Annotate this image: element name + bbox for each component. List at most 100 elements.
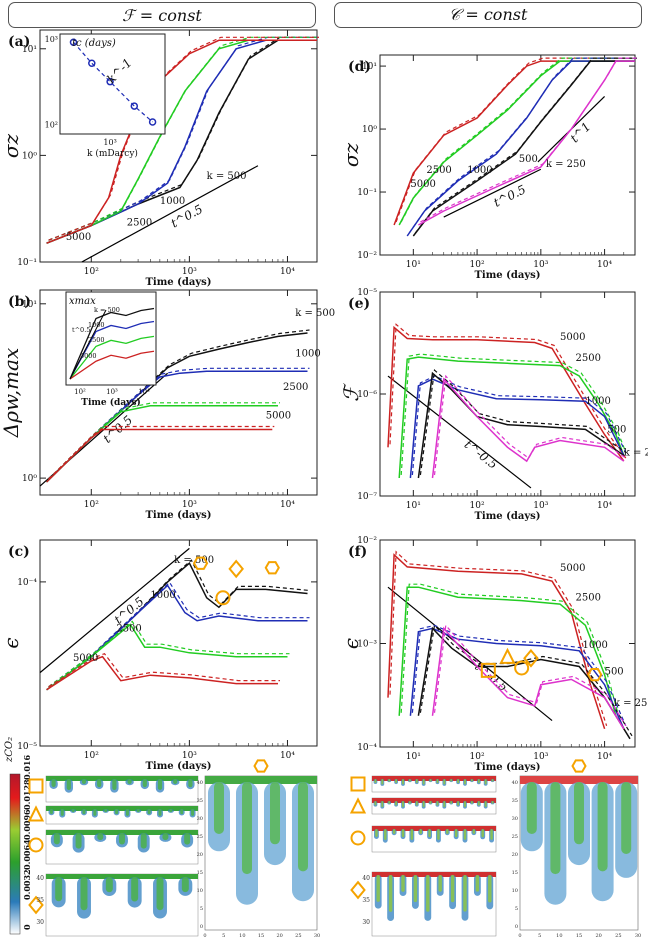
- curve-label-f-4: k = 250: [614, 698, 648, 709]
- snap-left-2-core-6: [115, 809, 119, 815]
- x-tick-label-f-2: 10³: [533, 752, 548, 762]
- snapshots-right: 40 35 30 40 35 30 25 20 15 10 5 00 5 10 15 20 25 30: [349, 759, 641, 939]
- x-axis-label-b: Time (days): [145, 510, 211, 521]
- snap-right-1-core-7: [422, 779, 425, 785]
- snapshot-big-right-top: [520, 776, 638, 784]
- snap-right-4-top-layer: [372, 872, 496, 877]
- snap-left-2-core-3: [82, 809, 86, 815]
- snap-right-ytick-1: 35: [362, 897, 370, 904]
- snap-right-3-core-9: [454, 829, 458, 838]
- snap-left-2-core-13: [191, 809, 195, 816]
- marker-hexagon-c-2: [264, 561, 280, 575]
- snap-right-1-core-16: [484, 779, 487, 785]
- snapshot-big-left-xtick-4: 20: [276, 933, 282, 939]
- snap-right-1-core-1: [381, 779, 384, 785]
- inset-b-guide: [69, 309, 107, 380]
- snap-right-2-core-3: [395, 801, 398, 806]
- snap-right-4-core-1: [388, 875, 393, 912]
- series-dashed-f-1: [400, 583, 619, 713]
- guide-line-e-0: [387, 375, 532, 489]
- x-tick-label-e-2: 10³: [533, 501, 548, 511]
- snap-left-1-core-9: [188, 779, 193, 788]
- snap-left-ytick-0: 40: [36, 875, 44, 882]
- snap-left-3-core-6: [184, 833, 191, 845]
- snap-right-1-core-2: [388, 779, 391, 782]
- snap-right-1-top-layer: [372, 776, 496, 781]
- series-dashed-a-2: [48, 36, 319, 241]
- inset-a-xtick-0: 10³: [103, 138, 116, 147]
- marker-square-f-0: [480, 662, 496, 678]
- snapshot-big-left-xtick-3: 15: [258, 933, 264, 939]
- header-f-const: ℱ = const: [8, 2, 316, 28]
- snap-left-1-core-6: [142, 779, 147, 788]
- x-tick-label-c-1: 10³: [182, 751, 197, 761]
- x-axis-label-a: Time (days): [145, 277, 211, 288]
- x-tick-label-c-0: 10²: [84, 751, 99, 761]
- snapshot-big-right-ytick-4: 20: [512, 852, 518, 858]
- curve-label-f-3: 500: [605, 667, 624, 678]
- snap-right-2-core-4: [402, 801, 404, 808]
- snapshot-big-right-xtick-6: 30: [635, 933, 641, 939]
- curve-label-a-2: 2500: [127, 217, 152, 228]
- series-dashed-b-3: [48, 425, 275, 480]
- y-tick-label-e-0: 10⁻⁷: [357, 492, 377, 502]
- series-dashed-e-3: [419, 369, 627, 476]
- snap-right-4-core-2: [401, 875, 405, 892]
- plot-frame-c: [39, 539, 318, 747]
- snap-right-1-core-5: [408, 779, 411, 782]
- y-tick-label-b-1: 10¹: [22, 300, 37, 310]
- snap-right-2-core-8: [429, 801, 432, 804]
- snapshot-big-right-ytick-8: 0: [515, 924, 518, 930]
- series-line-f-4: [431, 626, 625, 730]
- snap-left-2-core-4: [93, 809, 97, 816]
- y-axis-label-a: σz: [0, 133, 23, 158]
- snapshot-big-left-ytick-8: 0: [200, 924, 203, 930]
- panel-label-c: (c): [8, 544, 30, 560]
- curve-label-c-2: 2500: [116, 623, 141, 634]
- snapshot-big-right-ytick-1: 35: [512, 798, 518, 804]
- y-tick-label-d-1: 10⁻¹: [357, 188, 377, 198]
- snap-right-3-core-1: [384, 829, 387, 840]
- snap-right-1-core-4: [402, 779, 404, 785]
- snap-right-3-core-7: [437, 829, 440, 840]
- series-dashed-d-3: [414, 57, 637, 234]
- inset-b-series-1: [69, 320, 155, 380]
- series-dashed-e-4: [433, 374, 627, 476]
- marker-circle-f-2: [514, 660, 530, 676]
- marker-triangle-snap-left-1: [27, 805, 45, 822]
- y-tick-label-f-0: 10⁻⁴: [357, 743, 377, 753]
- snapshot-big-right: 40 35 30 25 20 15 10 5 00 5 10 15 20 25 30: [512, 759, 641, 939]
- snap-right-3-core-8: [446, 829, 449, 834]
- snap-left-4-core-2: [105, 877, 113, 893]
- y-tick-label-c-1: 10⁻⁴: [17, 578, 37, 588]
- inset-b-label-4: t^0.5: [72, 326, 90, 334]
- snap-right-2-core-10: [443, 801, 446, 808]
- snap-left-3-core-3: [119, 833, 125, 845]
- curve-label-f-2: 1000: [582, 640, 607, 651]
- snap-left-3-top-layer: [46, 830, 198, 835]
- snapshot-big-left-ytick-3: 25: [197, 834, 203, 840]
- snap-left-1-core-7: [157, 779, 163, 790]
- snapshot-big-left: 40 35 30 25 20 15 10 5 00 5 10 15 20 25 30: [197, 759, 320, 939]
- snap-right-3-core-5: [419, 829, 422, 834]
- curve-label-e-0: 5000: [560, 332, 585, 343]
- x-axis-label-c: Time (days): [145, 761, 211, 772]
- curve-label-c-3: 5000: [73, 653, 98, 664]
- x-tick-label-b-1: 10³: [182, 500, 197, 510]
- snap-right-3-core-12: [481, 829, 484, 838]
- y-tick-label-c-0: 10⁻⁵: [17, 742, 37, 752]
- snap-left-1-core-5: [127, 779, 132, 784]
- snapshot-big-right-plume-core-0: [526, 782, 537, 834]
- series-line-f-3: [417, 626, 631, 740]
- snap-right-2-core-13: [464, 801, 466, 808]
- x-tick-label-a-0: 10²: [84, 267, 99, 277]
- snap-left-1-core-3: [97, 779, 102, 788]
- marker-triangle-snap-right-1: [349, 797, 367, 814]
- inset-a-ytick-0: 10³: [45, 35, 58, 44]
- inset-a-point-2: [106, 77, 114, 86]
- series-dashed-b-0: [48, 329, 310, 480]
- series-line-f-1: [398, 586, 617, 716]
- x-tick-label-b-2: 10⁴: [280, 500, 295, 510]
- series-line-d-1: [398, 60, 635, 226]
